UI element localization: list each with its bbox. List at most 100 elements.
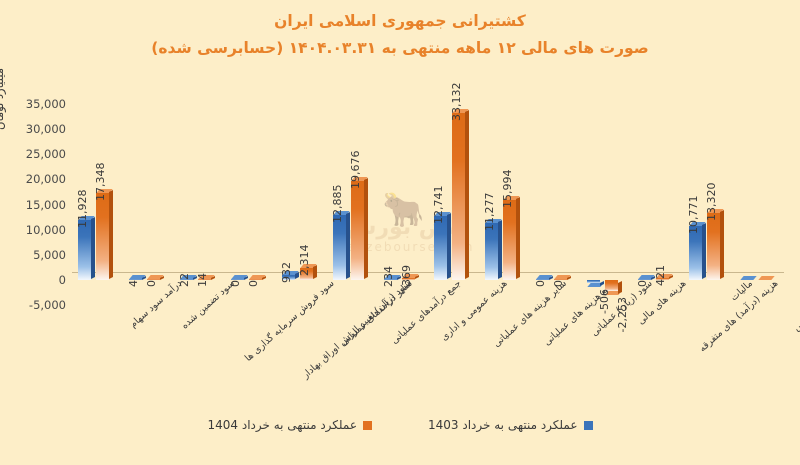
orange-swatch-icon	[363, 420, 372, 430]
bar-1403[interactable]	[536, 274, 554, 280]
y-axis-tick: 25,000	[25, 147, 66, 162]
chart-title-line-2: صورت های مالی ۱۲ ماهه منتهی به ۱۴۰۴.۰۳.۳…	[151, 39, 649, 57]
bar-side-face	[91, 217, 96, 279]
bar-group	[688, 104, 728, 280]
bar-1403[interactable]	[332, 211, 350, 280]
bar-value-label: 0	[635, 279, 649, 287]
bar-front-face	[96, 192, 110, 280]
bar-front-face	[637, 278, 651, 280]
bar-1403[interactable]	[485, 219, 503, 280]
blue-swatch-icon	[583, 420, 593, 430]
bar-top-face	[739, 276, 757, 280]
bar-1403[interactable]	[637, 274, 655, 280]
bar-group	[383, 104, 423, 280]
bar-side-face	[312, 265, 317, 279]
bar-front-face	[231, 278, 244, 280]
chart-title-block: کشتیرانی جمهوری اسلامی ایران صورت های ما…	[0, 8, 800, 62]
legend-item-1403[interactable]: عملکرد منتهی به خرداد 1403	[428, 418, 593, 432]
bar-front-face	[536, 278, 550, 280]
bar-front-face	[587, 280, 600, 283]
bar-front-face	[503, 199, 517, 280]
bar-1403[interactable]	[688, 221, 706, 280]
bar-side-face	[363, 178, 368, 279]
bar-1404[interactable]	[249, 274, 266, 280]
bar-1403[interactable]	[231, 274, 248, 280]
bar-value-label: 14	[196, 272, 210, 287]
bar-front-face	[147, 278, 161, 280]
bar-side-face	[701, 222, 706, 279]
bar-value-label: 0	[552, 279, 566, 287]
bar-1404[interactable]	[706, 209, 724, 280]
y-axis-tick: 0	[58, 273, 66, 287]
bar-group	[230, 104, 270, 280]
bar-front-face	[281, 275, 295, 280]
bar-front-face	[299, 268, 313, 280]
bar-value-label: 19,676	[348, 150, 362, 190]
y-axis-tick: 35,000	[25, 97, 66, 111]
bar-1404[interactable]	[96, 188, 114, 280]
bar-1403[interactable]	[129, 274, 147, 280]
bar-front-face	[434, 215, 448, 280]
legend-label-1404: عملکرد منتهی به خرداد 1404	[207, 418, 357, 432]
legend: عملکرد منتهی به خرداد 1403 عملکرد منتهی …	[0, 418, 800, 432]
bar-front-face	[383, 278, 397, 280]
bar-value-label: 4	[127, 279, 141, 287]
bar-1404[interactable]	[401, 274, 419, 280]
bar-value-label: 15,994	[501, 169, 515, 208]
bar-1404[interactable]	[299, 264, 317, 280]
bar-group	[535, 104, 575, 280]
bar-value-label: 22	[178, 272, 192, 287]
bar-1404[interactable]	[452, 109, 470, 280]
bar-1404[interactable]	[554, 274, 572, 280]
bar-1404[interactable]	[198, 274, 216, 280]
y-axis-tick: -5,000	[28, 298, 66, 313]
x-axis-category-label: سود (زیان) خالص	[790, 278, 800, 334]
y-axis-tick: 30,000	[25, 122, 66, 137]
bar-1404[interactable]	[350, 177, 368, 280]
bar-1403[interactable]	[78, 216, 96, 280]
bar-1404[interactable]	[147, 274, 165, 280]
legend-item-1404[interactable]: عملکرد منتهی به خرداد 1404	[207, 418, 372, 432]
bar-value-label: 369	[399, 265, 413, 287]
y-axis-tick: 20,000	[25, 172, 66, 187]
bar-1403[interactable]	[383, 274, 401, 280]
bar-value-label: 0	[229, 279, 242, 287]
bar-side-face	[516, 196, 521, 279]
bar-group	[332, 104, 372, 280]
bar-top-face	[757, 276, 775, 280]
bar-value-label: 932	[279, 262, 293, 284]
bar-value-label: 2,314	[297, 244, 311, 277]
bar-group	[484, 104, 524, 280]
bar-front-face	[554, 278, 568, 280]
bar-side-face	[465, 110, 470, 279]
bar-1403[interactable]	[434, 211, 452, 280]
bar-group	[637, 104, 677, 280]
bar-1404[interactable]	[605, 280, 622, 296]
bar-1403[interactable]	[587, 280, 604, 287]
legend-label-1403: عملکرد منتهی به خرداد 1403	[428, 418, 578, 432]
bar-side-face	[719, 210, 724, 279]
bar-front-face	[401, 278, 415, 280]
bar-value-label: 234	[381, 265, 395, 287]
y-axis-tick: 5,000	[33, 247, 66, 262]
bar-front-face	[706, 213, 720, 280]
y-axis-tick: 10,000	[25, 222, 66, 237]
zero-baseline	[72, 272, 784, 273]
bar-group	[179, 104, 219, 280]
bar-front-face	[249, 278, 262, 280]
bar-group	[433, 104, 473, 280]
bar-value-label: 11,277	[483, 192, 497, 232]
bar-front-face	[180, 278, 194, 280]
bar-1403[interactable]	[281, 271, 299, 280]
bar-value-label: 12,741	[432, 185, 446, 224]
bar-front-face	[332, 215, 346, 280]
bar-value-label: -2,253	[616, 297, 629, 333]
bar-value-label: 421	[653, 264, 667, 286]
bar-value-label: 10,771	[686, 195, 700, 234]
bar-1403[interactable]	[180, 274, 198, 280]
bar-front-face	[485, 223, 499, 280]
bar-value-label: 0	[247, 279, 260, 287]
bar-1404[interactable]	[503, 195, 521, 280]
bar-group	[77, 104, 117, 280]
bar-1404[interactable]	[655, 273, 673, 280]
